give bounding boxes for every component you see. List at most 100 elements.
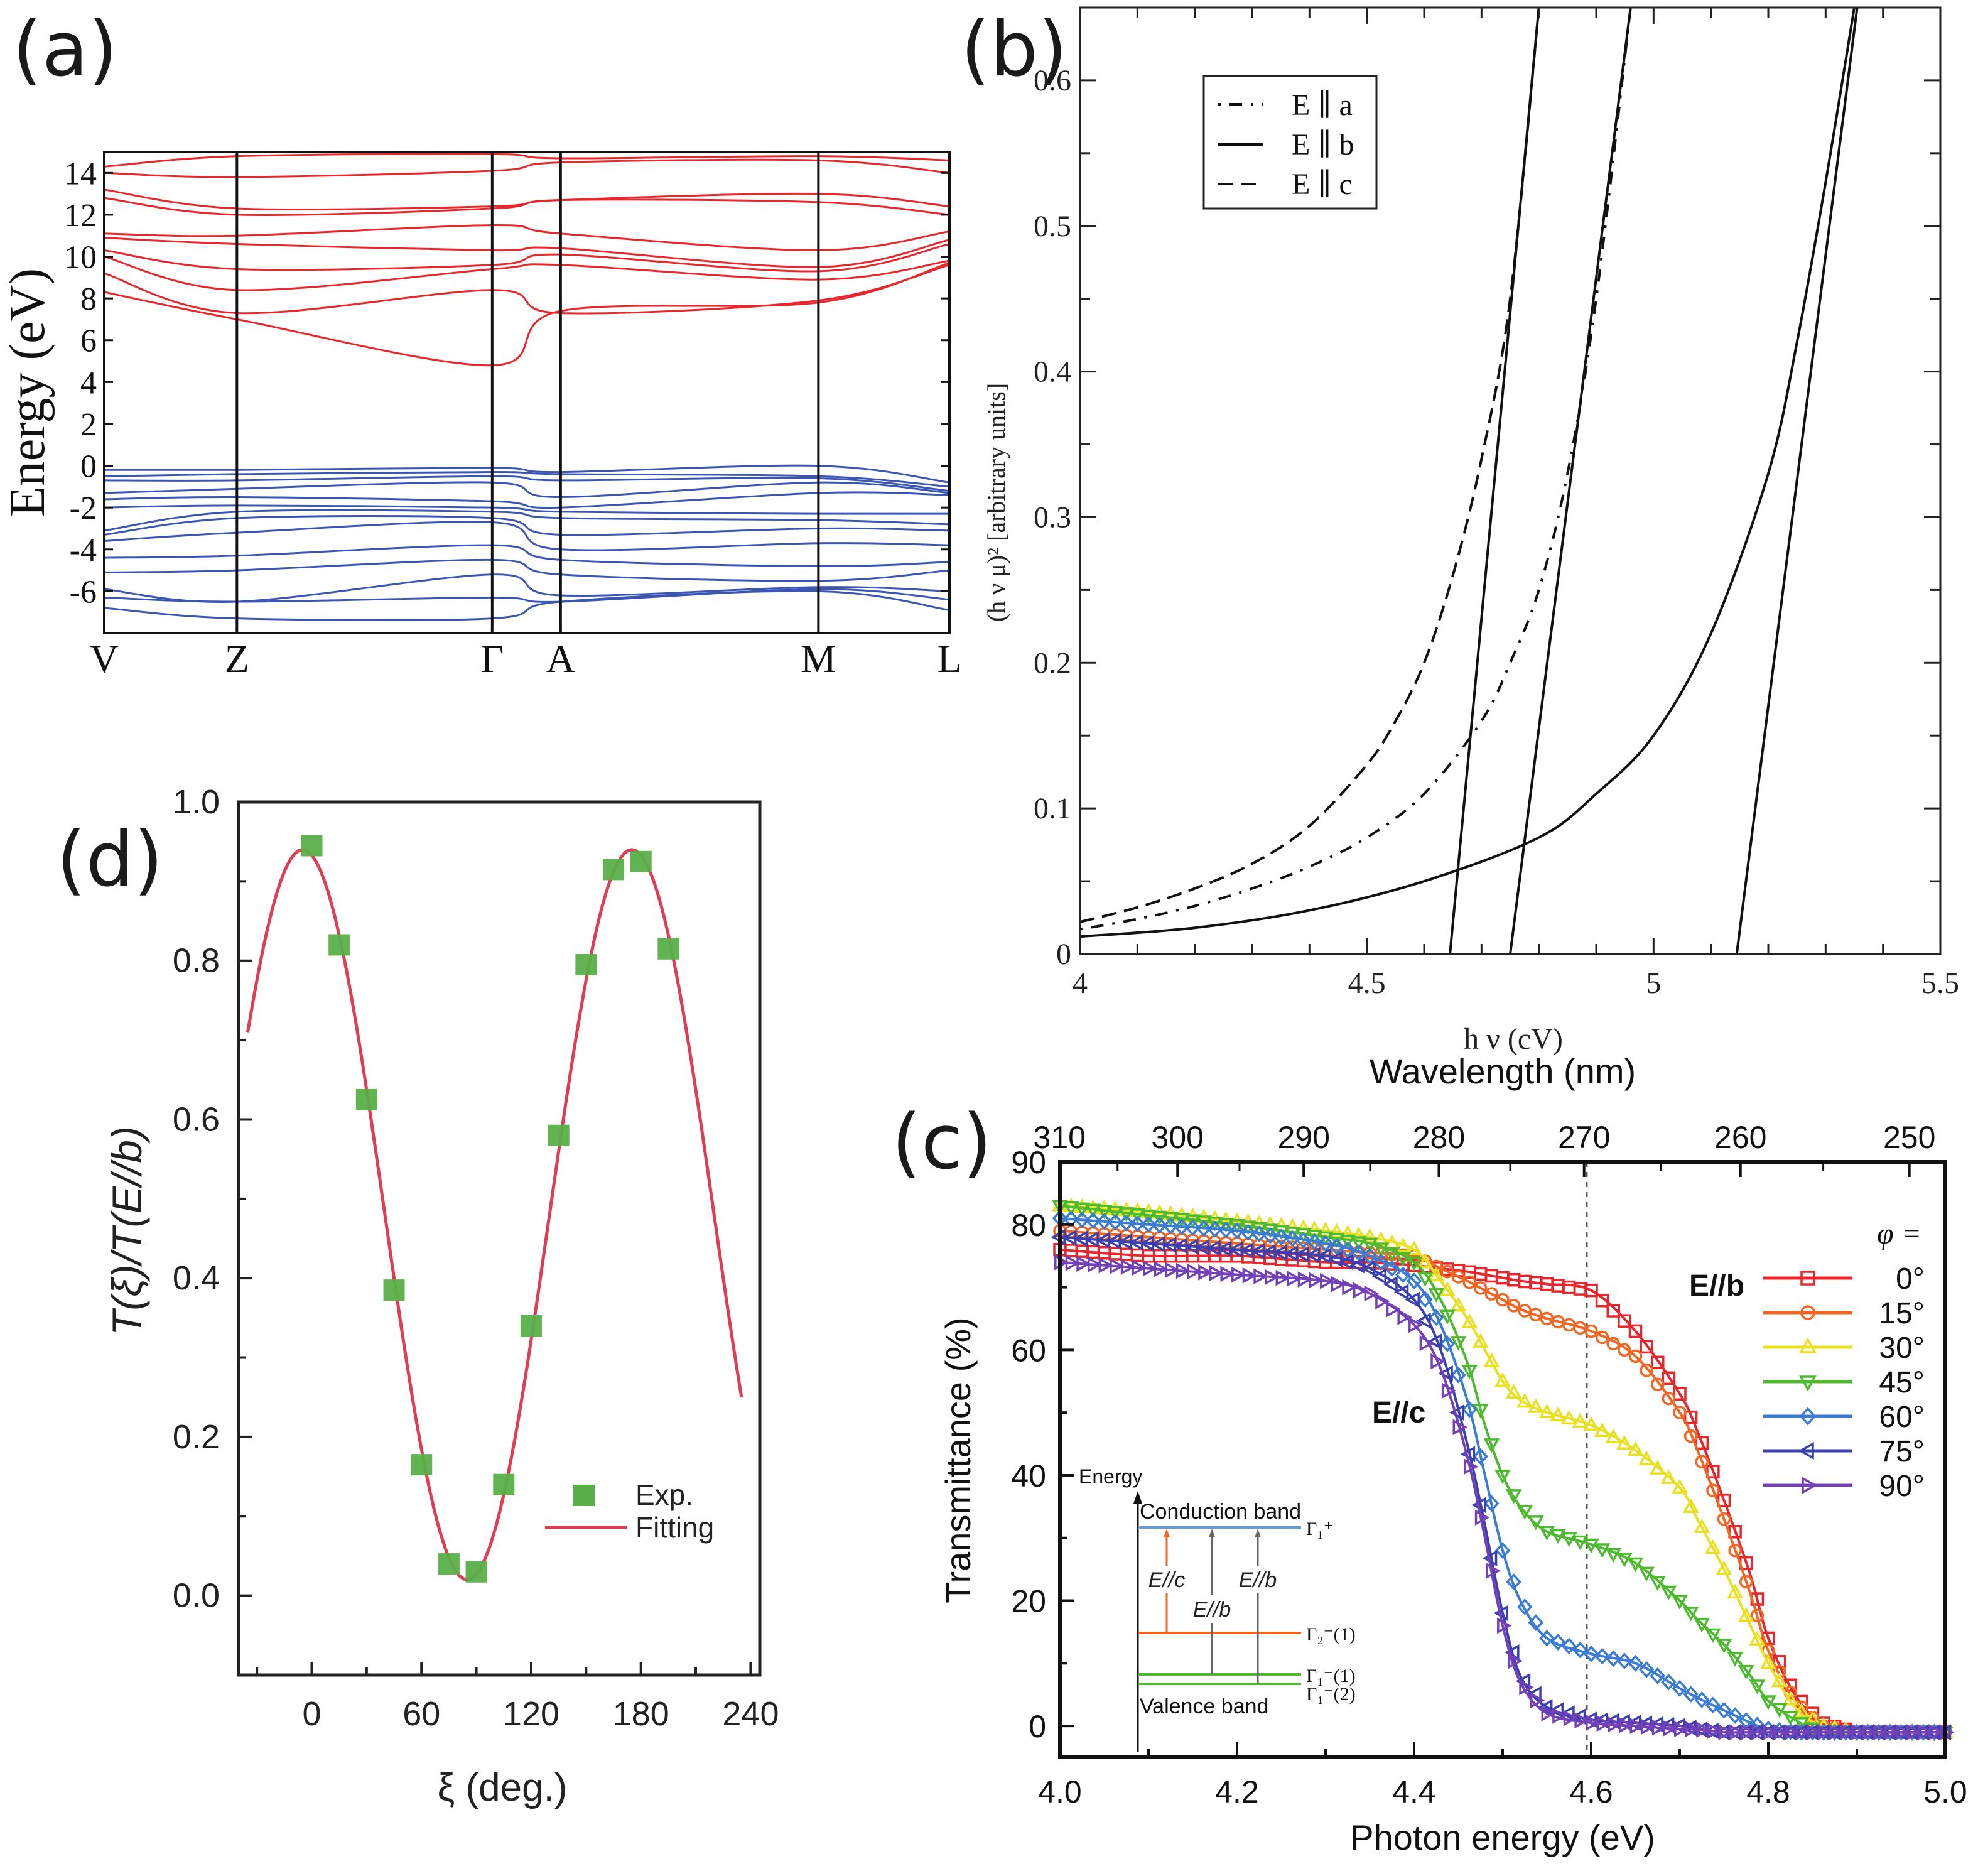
marker-triangle-left	[1548, 1702, 1564, 1719]
marker-triangle-down	[1074, 1202, 1091, 1218]
marker-triangle-down	[1273, 1225, 1290, 1240]
transition-label: E//b	[1239, 1568, 1277, 1592]
marker-diamond	[1616, 1652, 1633, 1669]
band-line-conduction	[104, 237, 950, 268]
marker-triangle-down	[1727, 1652, 1743, 1667]
marker-square	[1628, 1324, 1643, 1338]
marker-triangle-right	[1441, 1382, 1457, 1399]
marker-triangle-left	[1393, 1284, 1409, 1300]
marker-diamond	[1799, 1407, 1817, 1426]
series-line	[1059, 1261, 1945, 1734]
marker-triangle-right	[1862, 1724, 1878, 1740]
y-tick-label: 0.1	[1034, 792, 1071, 825]
marker-diamond	[1339, 1241, 1356, 1259]
marker-triangle-down	[1572, 1535, 1589, 1551]
curve-fit-b	[1735, 7, 1859, 955]
curve-E---a	[1079, 7, 1632, 931]
marker-circle	[1728, 1543, 1742, 1558]
marker-triangle-down	[1118, 1207, 1135, 1222]
legend-label: 0°	[1896, 1262, 1925, 1296]
marker-diamond	[1528, 1614, 1544, 1631]
y-tick-label: 0.6	[173, 1100, 220, 1138]
band-line-conduction	[104, 158, 950, 178]
band-line-conduction	[104, 188, 950, 211]
data-point	[657, 938, 679, 960]
x-tick-label: 60	[403, 1695, 440, 1733]
y-axis-label: Energy (eV)	[0, 268, 55, 517]
marker-triangle-down	[1760, 1695, 1776, 1710]
marker-triangle-right	[1674, 1721, 1689, 1737]
marker-triangle-up	[1672, 1478, 1688, 1494]
curve-fit-c	[1449, 7, 1540, 955]
marker-triangle-up	[1505, 1384, 1522, 1399]
marker-triangle-up	[1461, 1313, 1478, 1328]
marker-triangle-right	[1618, 1716, 1634, 1733]
transmittance-series	[1051, 1196, 1955, 1742]
marker-triangle-up	[1494, 1372, 1511, 1387]
panel-label-b: (b)	[961, 6, 1067, 94]
marker-diamond	[1539, 1630, 1555, 1647]
marker-triangle-right	[1198, 1264, 1213, 1281]
axis-ticks: 4 4.5 5 5.5 0 0.1 0.2 0.3 0.4 0.5 0.6	[1034, 6, 1959, 1000]
marker-triangle-up	[1627, 1441, 1644, 1456]
marker-diamond	[1694, 1691, 1710, 1708]
marker-diamond	[1218, 1222, 1234, 1239]
marker-circle	[1451, 1270, 1466, 1284]
marker-circle	[1800, 1305, 1815, 1320]
marker-triangle-up	[1799, 1337, 1817, 1353]
marker-triangle-left	[1405, 1291, 1420, 1308]
legend-label: Exp.	[635, 1478, 693, 1511]
y-tick-label: 0.5	[1034, 210, 1071, 243]
x-tick-label: 4.8	[1746, 1774, 1790, 1809]
marker-triangle-up	[1328, 1223, 1345, 1239]
marker-circle	[1695, 1455, 1709, 1469]
legend-label: Fitting	[635, 1511, 714, 1544]
marker-triangle-right	[1740, 1724, 1756, 1740]
marker-diamond	[1118, 1214, 1135, 1232]
legend-label: E ∥ c	[1292, 168, 1353, 201]
marker-triangle-up	[1793, 1703, 1810, 1718]
y-tick-label: -4	[70, 533, 97, 568]
marker-diamond	[1351, 1244, 1367, 1262]
data-point	[301, 835, 323, 857]
marker-triangle-up	[1638, 1450, 1655, 1465]
marker-triangle-right	[1464, 1458, 1479, 1475]
top-tick-label: 310	[1034, 1120, 1086, 1155]
marker-triangle-down	[1516, 1505, 1533, 1520]
marker-triangle-down	[1406, 1256, 1422, 1272]
top-tick-label: 250	[1883, 1120, 1935, 1155]
legend-title: φ =	[1877, 1217, 1921, 1250]
marker-triangle-right	[1220, 1266, 1235, 1282]
marker-diamond	[1594, 1647, 1610, 1665]
marker-triangle-right	[1187, 1263, 1202, 1280]
marker-circle	[1618, 1343, 1631, 1357]
y-tick-label: 0.4	[173, 1259, 220, 1297]
marker-triangle-down	[1528, 1515, 1544, 1531]
marker-triangle-up	[1538, 1403, 1555, 1419]
marker-triangle-right	[1552, 1708, 1567, 1724]
marker-triangle-down	[1550, 1529, 1566, 1544]
marker-triangle-right	[1707, 1723, 1722, 1739]
marker-triangle-right	[1807, 1724, 1822, 1740]
marker-triangle-up	[1439, 1281, 1456, 1296]
marker-triangle-right	[1419, 1335, 1435, 1352]
marker-triangle-up	[1716, 1560, 1732, 1575]
marker-triangle-down	[1627, 1557, 1644, 1573]
marker-triangle-right	[1154, 1261, 1169, 1277]
legend-label: 60°	[1879, 1401, 1925, 1434]
annotation-e-parallel-c: E//c	[1372, 1396, 1425, 1429]
marker-diamond	[1506, 1573, 1521, 1590]
x-tick-label: 4.2	[1215, 1774, 1259, 1809]
marker-diamond	[1130, 1215, 1145, 1232]
marker-triangle-right	[1120, 1259, 1136, 1276]
marker-square	[1800, 1271, 1815, 1286]
curve-E---c	[1079, 7, 1540, 923]
marker-triangle-up	[1605, 1428, 1622, 1444]
inset-conduction-label: Conduction band	[1140, 1500, 1301, 1524]
marker-triangle-right	[1729, 1724, 1744, 1740]
marker-triangle-right	[1663, 1720, 1678, 1737]
marker-triangle-left	[1383, 1276, 1398, 1293]
marker-triangle-up	[1428, 1266, 1445, 1282]
marker-diamond	[1484, 1495, 1500, 1512]
x-tick-label: 4.5	[1348, 967, 1386, 1000]
